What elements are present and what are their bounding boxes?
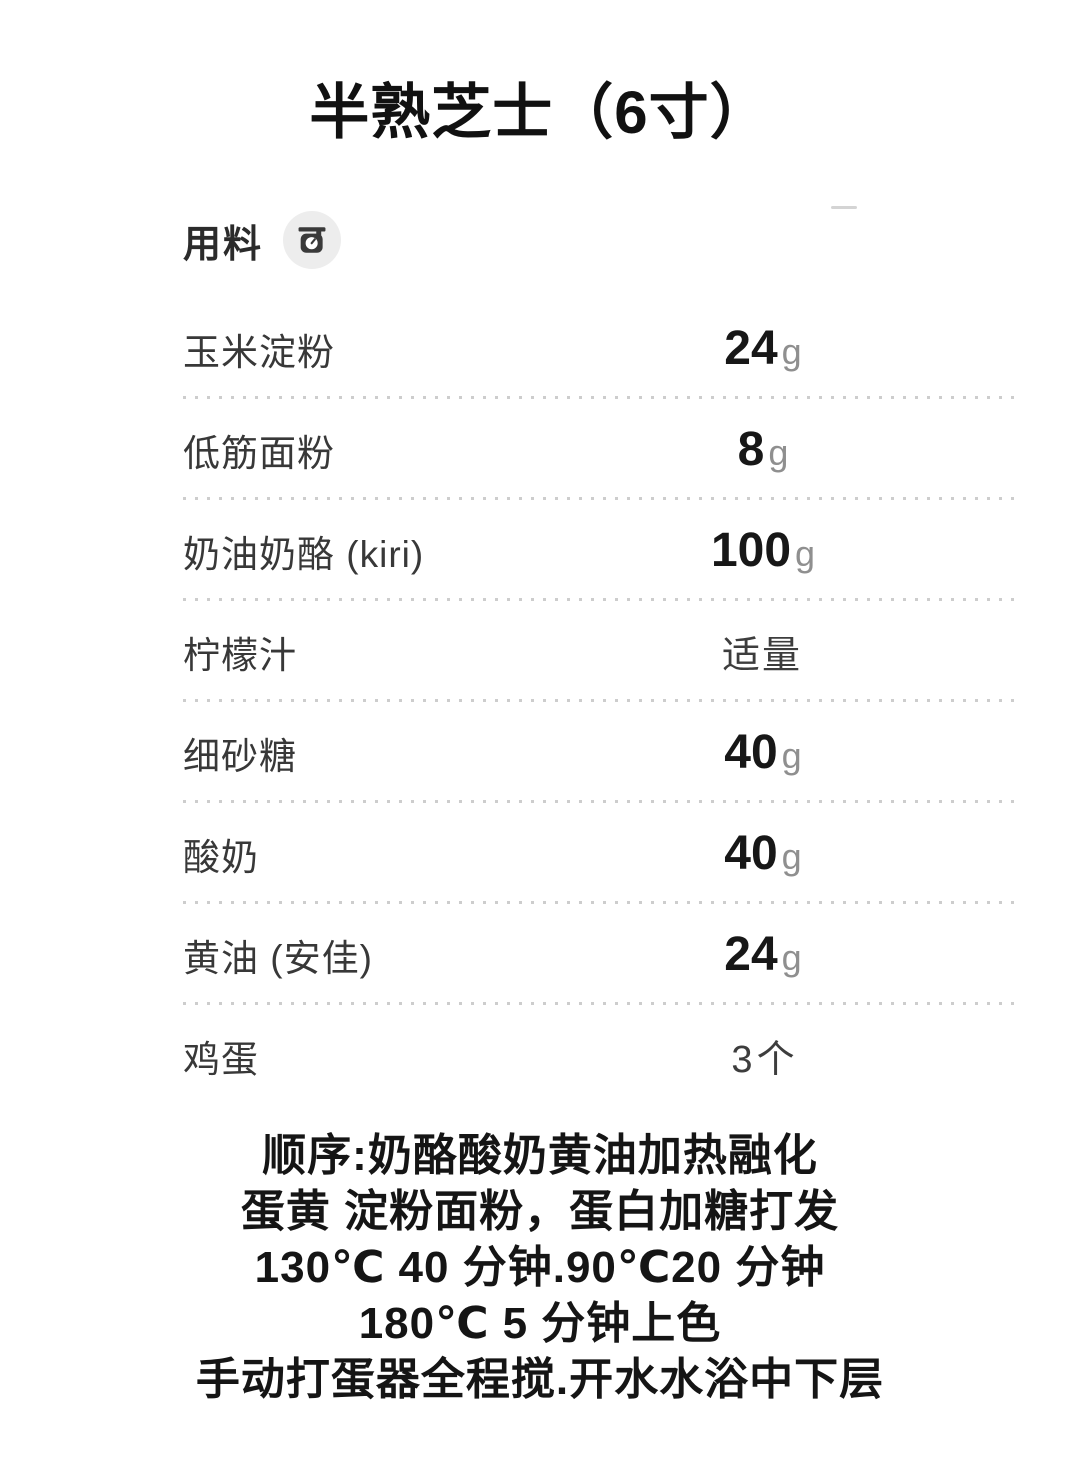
ingredient-amount: 40 g (603, 826, 923, 881)
ingredient-row: 酸奶 40 g (183, 803, 1020, 905)
instruction-line: 130℃ 40 分钟.90℃20 分钟 (254, 1243, 826, 1293)
ingredient-qty: 8 (737, 423, 765, 477)
page-title: 半熟芝士（6寸） (309, 79, 771, 147)
ingredient-name: 低筋面粉 (183, 432, 335, 474)
ingredient-qty: 24 (724, 322, 778, 376)
ingredients-header: 用料 (183, 208, 1020, 272)
instruction-line: 顺序:奶酪酸奶黄油加热融化 (262, 1131, 818, 1181)
ingredient-amount: 24 g (603, 321, 923, 376)
ingredient-unit: g (781, 836, 802, 878)
ingredient-name: 玉米淀粉 (183, 331, 335, 373)
ingredient-row: 玉米淀粉 24 g (183, 298, 1020, 400)
ingredient-unit: g (781, 331, 802, 373)
ingredient-amount: 24 g (603, 927, 923, 982)
ingredient-name: 奶油奶酪 (kiri) (183, 533, 425, 575)
ingredient-unit: g (781, 937, 802, 979)
ingredient-name: 细砂糖 (183, 735, 297, 777)
ingredient-qty: 24 (724, 928, 778, 982)
ingredient-row: 奶油奶酪 (kiri) 100 g (183, 500, 1020, 602)
ingredient-name: 柠檬汁 (183, 634, 297, 676)
ingredient-name: 酸奶 (183, 836, 259, 878)
ingredient-row: 柠檬汁 适量 (183, 601, 1020, 703)
ingredient-name: 黄油 (安佳) (183, 937, 373, 979)
ingredient-row: 鸡蛋 3个 (183, 1005, 1020, 1106)
ingredient-amount: 适量 (603, 624, 923, 679)
ingredient-qty: 适量 (721, 635, 802, 678)
ingredients-heading: 用料 (183, 223, 264, 266)
ingredient-unit: g (781, 735, 802, 777)
ingredient-unit: g (795, 533, 816, 575)
kitchen-scale-icon (295, 223, 329, 257)
ingredient-qty: 40 (724, 726, 778, 780)
ingredient-qty: 100 (710, 524, 792, 578)
scale-button[interactable] (283, 211, 342, 270)
ingredient-amount: 3个 (603, 1028, 923, 1083)
ingredient-amount: 100 g (603, 523, 923, 578)
ingredient-row: 细砂糖 40 g (183, 702, 1020, 804)
ingredient-unit: 个 (756, 1039, 795, 1082)
instruction-line: 蛋黄 淀粉面粉，蛋白加糖打发 (240, 1187, 840, 1237)
ingredient-amount: 40 g (603, 725, 923, 780)
ingredient-qty: 3 (731, 1039, 755, 1082)
ingredient-unit: g (768, 432, 789, 474)
smudge-artifact (831, 206, 857, 210)
instruction-line: 180℃ 5 分钟上色 (358, 1299, 722, 1349)
ingredient-row: 黄油 (安佳) 24 g (183, 904, 1020, 1006)
ingredient-qty: 40 (724, 827, 778, 881)
instructions-block: 顺序:奶酪酸奶黄油加热融化 蛋黄 淀粉面粉，蛋白加糖打发 130℃ 40 分钟.… (0, 1128, 1080, 1408)
ingredient-name: 鸡蛋 (183, 1038, 259, 1080)
instruction-line: 手动打蛋器全程搅.开水水浴中下层 (195, 1355, 885, 1405)
